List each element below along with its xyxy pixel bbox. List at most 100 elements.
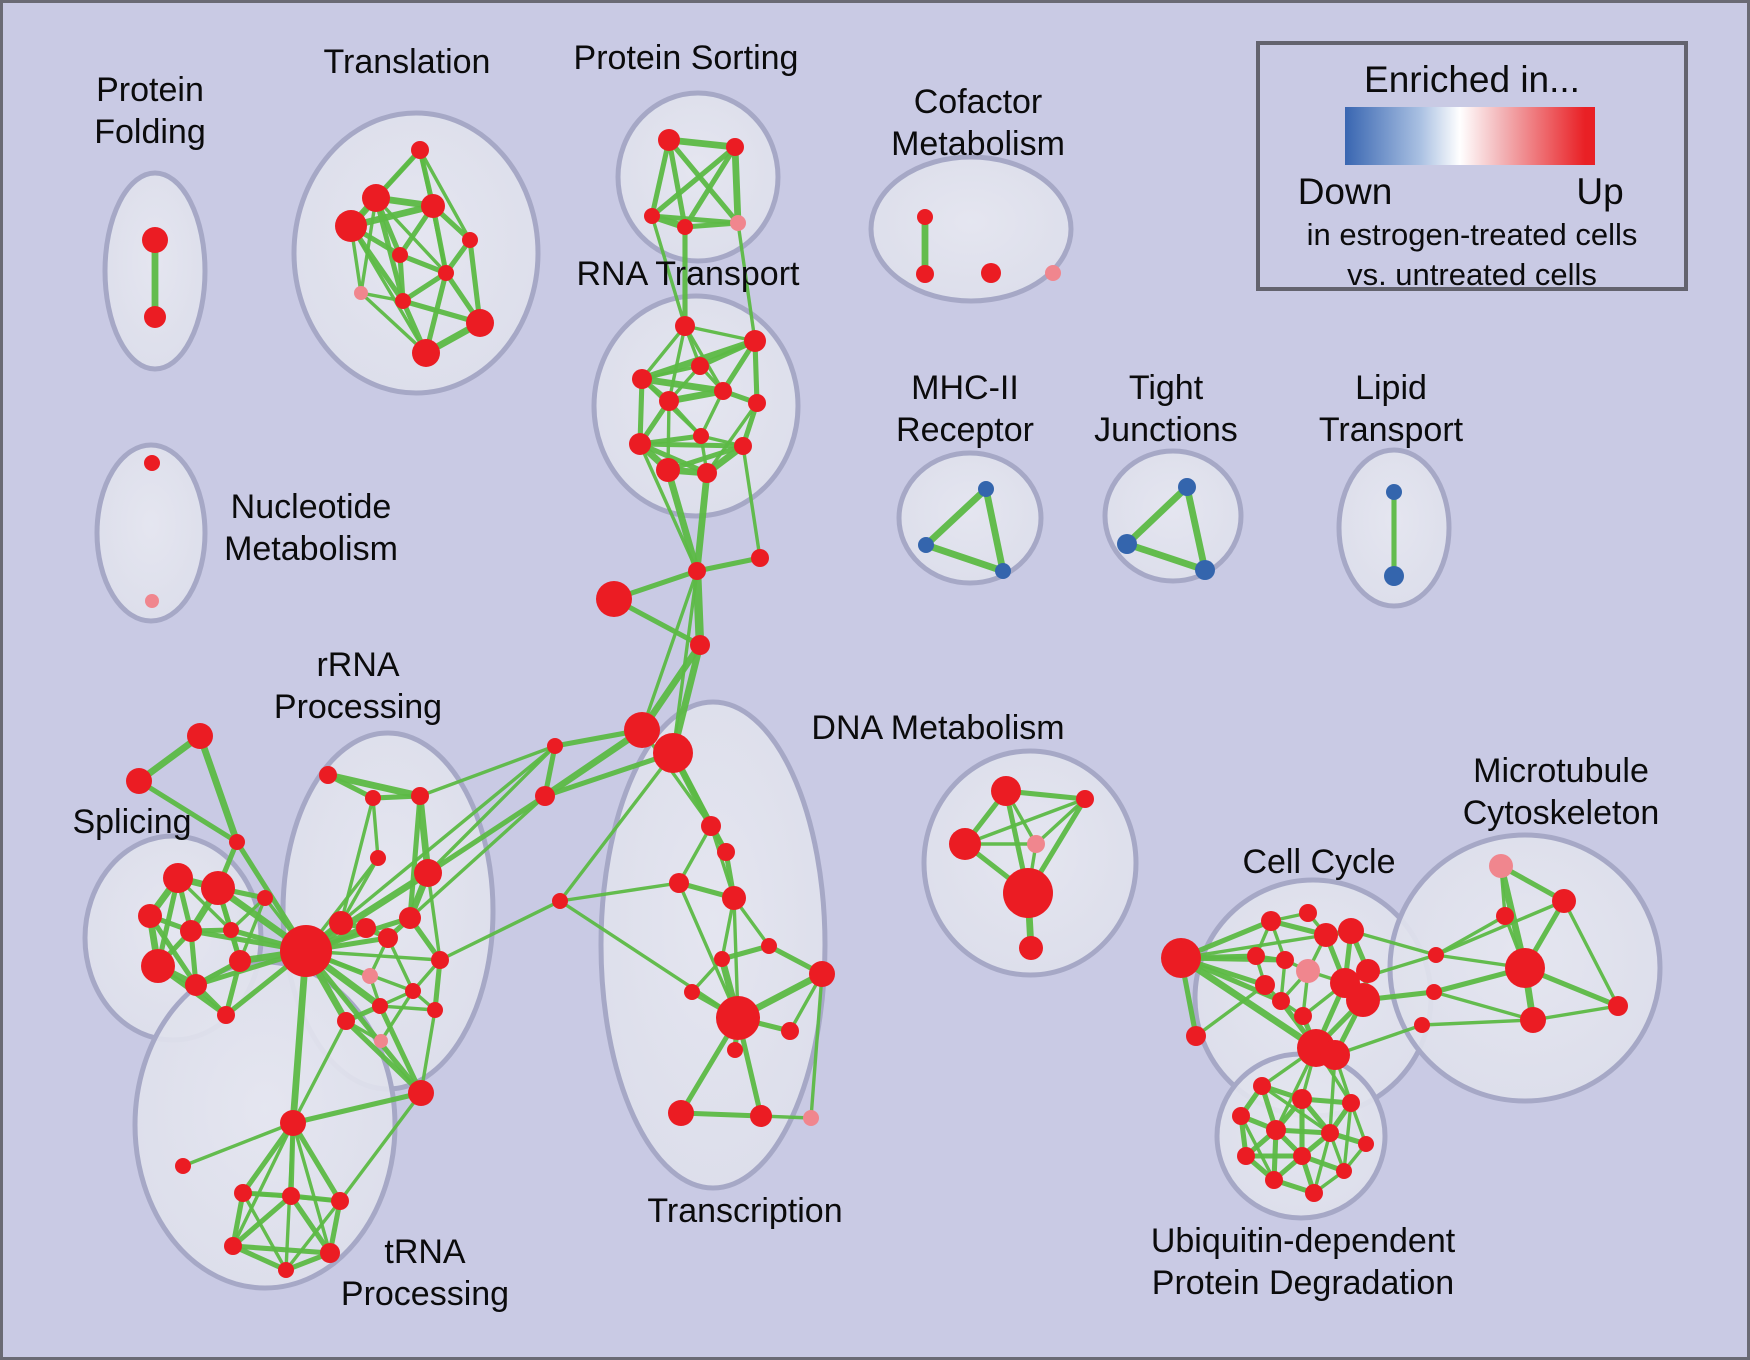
node-cm2[interactable] xyxy=(916,265,934,283)
node-rt4[interactable] xyxy=(632,369,652,389)
node-c8[interactable] xyxy=(1255,975,1275,995)
node-r1[interactable] xyxy=(319,766,337,784)
node-tn4[interactable] xyxy=(331,1192,349,1210)
node-d6[interactable] xyxy=(1019,936,1043,960)
node-sp2[interactable] xyxy=(201,871,235,905)
node-t10[interactable] xyxy=(466,309,494,337)
node-t6[interactable] xyxy=(392,247,408,263)
node-rh[interactable] xyxy=(280,925,332,977)
node-r6[interactable] xyxy=(356,918,376,938)
node-u7[interactable] xyxy=(1358,1136,1374,1152)
node-sp7[interactable] xyxy=(141,949,175,983)
node-tj1[interactable] xyxy=(1178,478,1196,496)
node-t8[interactable] xyxy=(354,286,368,300)
node-u8[interactable] xyxy=(1237,1147,1255,1165)
node-u4[interactable] xyxy=(1232,1107,1250,1125)
node-sb[interactable] xyxy=(126,768,152,794)
node-m2b[interactable] xyxy=(751,549,769,567)
node-t2[interactable] xyxy=(362,184,390,212)
node-tn5[interactable] xyxy=(224,1237,242,1255)
node-rt5[interactable] xyxy=(714,382,732,400)
node-rt7[interactable] xyxy=(748,394,766,412)
node-d1[interactable] xyxy=(991,776,1021,806)
node-x3[interactable] xyxy=(1414,1017,1430,1033)
node-r10[interactable] xyxy=(337,1012,355,1030)
node-t1[interactable] xyxy=(411,141,429,159)
node-rt11[interactable] xyxy=(656,458,680,482)
node-sp8[interactable] xyxy=(185,974,207,996)
node-c1[interactable] xyxy=(1261,911,1281,931)
node-mh1[interactable] xyxy=(978,481,994,497)
node-r11[interactable] xyxy=(374,1034,388,1048)
node-d2[interactable] xyxy=(1076,790,1094,808)
node-tr1[interactable] xyxy=(701,816,721,836)
node-rt10[interactable] xyxy=(734,437,752,455)
node-tn2[interactable] xyxy=(234,1184,252,1202)
node-mt6[interactable] xyxy=(1608,996,1628,1016)
node-m2[interactable] xyxy=(688,562,706,580)
node-tr6[interactable] xyxy=(761,938,777,954)
node-c7[interactable] xyxy=(1296,959,1320,983)
node-u11[interactable] xyxy=(1265,1171,1283,1189)
node-tr11[interactable] xyxy=(781,1022,799,1040)
node-x1[interactable] xyxy=(1428,947,1444,963)
node-sp9[interactable] xyxy=(229,950,251,972)
node-c14[interactable] xyxy=(1320,1040,1350,1070)
node-t3[interactable] xyxy=(421,194,445,218)
node-d5[interactable] xyxy=(1003,868,1053,918)
node-t4[interactable] xyxy=(335,210,367,242)
node-rt2[interactable] xyxy=(744,330,766,352)
node-r5[interactable] xyxy=(329,911,353,935)
node-u9[interactable] xyxy=(1293,1147,1311,1165)
node-r18[interactable] xyxy=(408,1080,434,1106)
node-u1[interactable] xyxy=(1253,1077,1271,1095)
node-tr7[interactable] xyxy=(714,951,730,967)
node-sp1[interactable] xyxy=(163,863,193,893)
node-tr2[interactable] xyxy=(717,843,735,861)
node-c3[interactable] xyxy=(1314,923,1338,947)
node-mt4[interactable] xyxy=(1505,948,1545,988)
node-u12[interactable] xyxy=(1305,1184,1323,1202)
node-m7[interactable] xyxy=(535,786,555,806)
node-tr12[interactable] xyxy=(727,1042,743,1058)
node-r16[interactable] xyxy=(414,859,442,887)
node-nm2[interactable] xyxy=(145,594,159,608)
node-sp5[interactable] xyxy=(223,922,239,938)
node-ps4[interactable] xyxy=(677,219,693,235)
node-d4[interactable] xyxy=(1027,835,1045,853)
node-mt3[interactable] xyxy=(1496,907,1514,925)
node-u6[interactable] xyxy=(1321,1124,1339,1142)
node-c15[interactable] xyxy=(1294,1007,1312,1025)
node-t5[interactable] xyxy=(462,232,478,248)
node-m6[interactable] xyxy=(547,738,563,754)
node-cm1[interactable] xyxy=(917,209,933,225)
node-tj3[interactable] xyxy=(1195,560,1215,580)
node-m3[interactable] xyxy=(690,635,710,655)
node-u2[interactable] xyxy=(1292,1089,1312,1109)
node-d3[interactable] xyxy=(949,828,981,860)
node-nm1[interactable] xyxy=(144,455,160,471)
node-r8[interactable] xyxy=(362,968,378,984)
node-tn3[interactable] xyxy=(282,1187,300,1205)
node-ps1[interactable] xyxy=(658,129,680,151)
node-mt1[interactable] xyxy=(1489,854,1513,878)
node-rt1[interactable] xyxy=(675,316,695,336)
node-cm3[interactable] xyxy=(981,263,1001,283)
node-c4[interactable] xyxy=(1338,918,1364,944)
node-c6[interactable] xyxy=(1276,951,1294,969)
node-r4[interactable] xyxy=(370,850,386,866)
node-u3[interactable] xyxy=(1342,1094,1360,1112)
node-pf2[interactable] xyxy=(144,306,166,328)
node-r14[interactable] xyxy=(431,951,449,969)
node-r15[interactable] xyxy=(399,907,421,929)
node-rt3[interactable] xyxy=(691,357,709,375)
node-lt2[interactable] xyxy=(1384,566,1404,586)
node-m5[interactable] xyxy=(653,733,693,773)
node-c0[interactable] xyxy=(1161,938,1201,978)
node-r9[interactable] xyxy=(372,998,388,1014)
node-sp6[interactable] xyxy=(257,890,273,906)
node-sp4[interactable] xyxy=(180,920,202,942)
node-tr5[interactable] xyxy=(552,893,568,909)
node-tr3[interactable] xyxy=(669,873,689,893)
node-sa[interactable] xyxy=(187,723,213,749)
